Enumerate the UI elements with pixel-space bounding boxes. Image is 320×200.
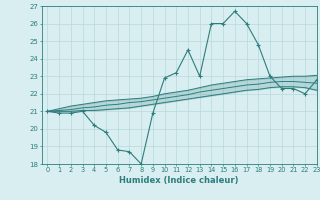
X-axis label: Humidex (Indice chaleur): Humidex (Indice chaleur) xyxy=(119,176,239,185)
